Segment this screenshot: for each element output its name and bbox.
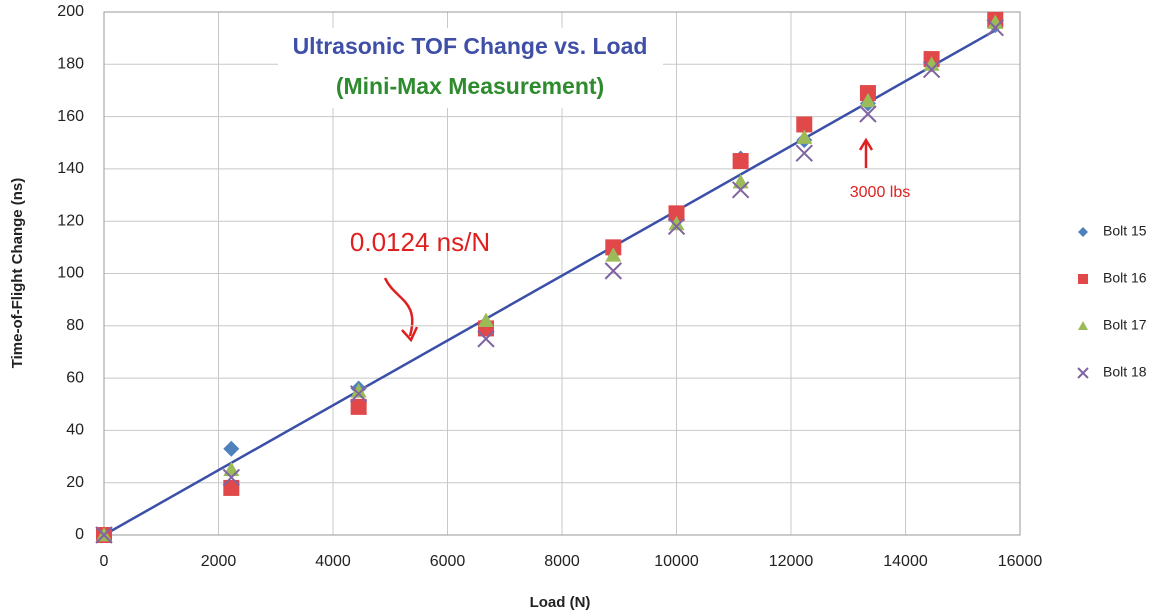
y-tick-label: 20 <box>66 474 84 491</box>
marker-triangle <box>987 14 1004 29</box>
marker-triangle <box>223 461 240 477</box>
annotation: 0.0124 ns/N <box>350 227 490 257</box>
marker-x <box>667 217 686 236</box>
marker-square <box>732 153 749 170</box>
y-tick-label: 140 <box>57 160 84 177</box>
legend-label: Bolt 16 <box>1103 270 1147 286</box>
x-tick-label: 10000 <box>654 553 699 570</box>
marker-triangle <box>668 215 685 231</box>
marker-x <box>477 330 495 348</box>
y-axis-label: Time-of-Flight Change (ns) <box>9 178 26 369</box>
legend-label: Bolt 17 <box>1103 317 1147 333</box>
marker-x <box>222 468 241 487</box>
marker-square <box>350 398 367 415</box>
y-tick-label: 160 <box>57 108 84 125</box>
marker-x <box>859 105 877 123</box>
x-tick-label: 2000 <box>201 553 237 570</box>
y-tick-label: 60 <box>66 369 84 386</box>
marker-x <box>604 262 623 280</box>
marker-triangle <box>477 312 494 327</box>
marker-triangle <box>350 383 367 398</box>
marker-triangle <box>923 56 940 71</box>
marker-square <box>1078 274 1088 284</box>
marker-diamond <box>223 440 240 457</box>
y-tick-label: 80 <box>66 317 84 334</box>
marker-triangle <box>1078 321 1088 330</box>
marker-x <box>986 18 1004 37</box>
legend-label: Bolt 15 <box>1103 223 1147 239</box>
plot-border <box>103 11 1021 536</box>
x-tick-label: 16000 <box>998 553 1043 570</box>
x-tick-label: 4000 <box>315 553 351 570</box>
marker-x <box>922 60 941 79</box>
marker-square <box>223 479 240 496</box>
x-tick-label: 12000 <box>769 553 814 570</box>
marker-triangle <box>605 247 622 262</box>
annotation: 3000 lbs <box>850 184 911 201</box>
y-tick-label: 40 <box>66 422 84 439</box>
marker-triangle <box>796 129 813 144</box>
marker-x <box>1077 367 1089 379</box>
marker-x <box>349 385 368 403</box>
x-tick-label: 8000 <box>544 553 580 570</box>
trendline <box>103 29 996 537</box>
x-axis-label: Load (N) <box>530 594 591 611</box>
marker-x <box>795 144 813 162</box>
chart-subtitle: (Mini-Max Measurement) <box>336 73 604 99</box>
marker-triangle <box>732 173 749 189</box>
y-tick-label: 200 <box>57 3 84 20</box>
marker-triangle <box>859 92 876 108</box>
annotation-arrow <box>383 277 414 337</box>
y-tick-label: 180 <box>57 56 84 73</box>
marker-x <box>731 181 750 199</box>
y-tick-label: 0 <box>75 526 84 543</box>
chart-title: Ultrasonic TOF Change vs. Load <box>293 33 648 59</box>
marker-square <box>796 116 813 133</box>
y-tick-label: 120 <box>57 212 84 229</box>
x-tick-label: 6000 <box>430 553 466 570</box>
legend-label: Bolt 18 <box>1103 364 1147 380</box>
x-tick-label: 14000 <box>883 553 928 570</box>
marker-x <box>95 526 113 544</box>
marker-square <box>668 205 685 222</box>
y-tick-label: 100 <box>57 265 84 282</box>
annotation-arrowhead <box>858 137 874 151</box>
annotation-arrowhead <box>401 326 419 343</box>
x-tick-label: 0 <box>100 553 109 570</box>
marker-diamond <box>1078 227 1088 237</box>
title-background <box>278 28 663 108</box>
